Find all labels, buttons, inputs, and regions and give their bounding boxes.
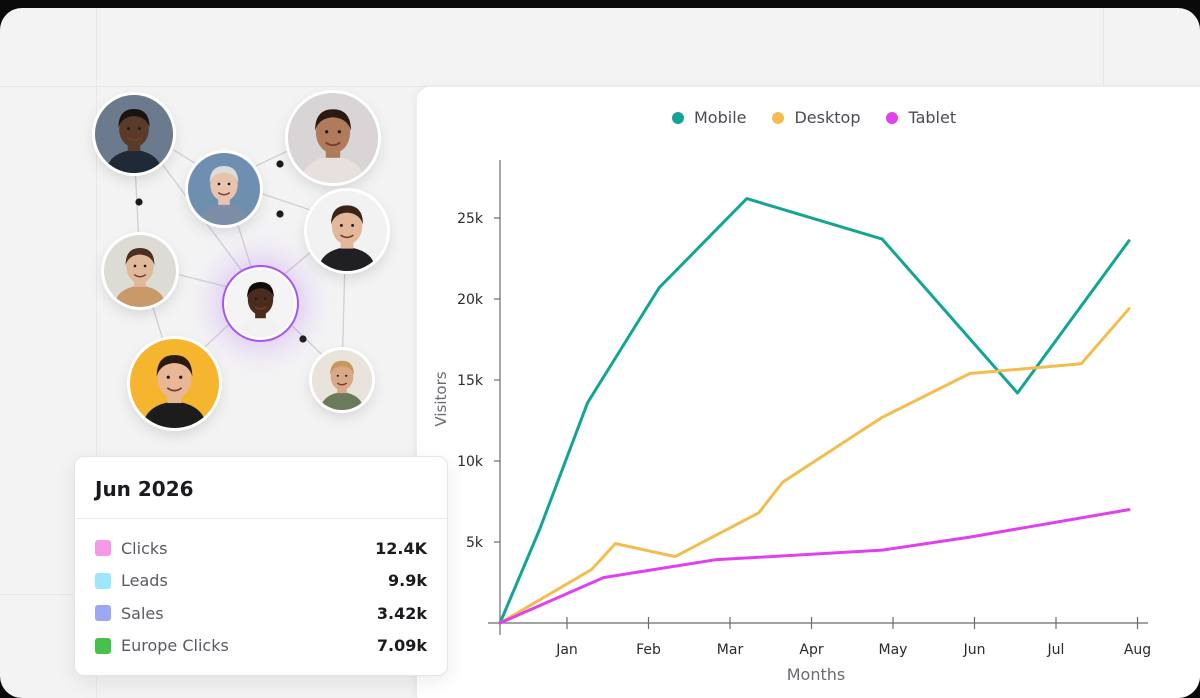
legend-label: Mobile xyxy=(694,108,747,127)
avatar-woman-curly[interactable] xyxy=(288,93,378,183)
legend-item-mobile[interactable]: Mobile xyxy=(672,108,746,127)
avatar-portrait-icon xyxy=(288,93,378,183)
stats-row[interactable]: Europe Clicks 7.09k xyxy=(75,630,447,663)
avatar-portrait-icon xyxy=(188,153,260,225)
legend-item-tablet[interactable]: Tablet xyxy=(886,108,956,127)
stats-period-title: Jun 2026 xyxy=(75,457,447,519)
x-tick-label: Jul xyxy=(1047,642,1065,658)
avatar-center-man[interactable] xyxy=(227,270,294,337)
stats-row-value: 3.42k xyxy=(376,603,427,623)
stats-swatch xyxy=(95,637,111,654)
avatar-portrait-icon xyxy=(312,350,372,410)
x-tick-label: Mar xyxy=(717,642,744,658)
dashboard-frame: Mobile Desktop Tablet 5k 10k 15k 20k 25k Jan F… xyxy=(0,8,1200,698)
y-axis-label: Visitors xyxy=(432,371,450,426)
avatar-portrait-icon xyxy=(227,270,294,337)
visitors-line-chart: 5k 10k 15k 20k 25k Jan Feb Mar Apr May Jun Jul Aug V… xyxy=(432,160,1151,684)
x-tick-label: Apr xyxy=(799,642,823,658)
stats-summary-card: Jun 2026 Clicks 12.4K Leads 9.9k Sales 3.42k E… xyxy=(74,456,448,676)
avatar-man-dark-suit[interactable] xyxy=(95,95,173,173)
stats-row[interactable]: Clicks 12.4K xyxy=(75,532,447,565)
avatar-portrait-icon xyxy=(95,95,173,173)
chart-legend: Mobile Desktop Tablet xyxy=(672,108,956,127)
series-line-tablet xyxy=(498,508,1131,625)
stats-row-label: Clicks xyxy=(121,538,168,558)
series-line-desktop xyxy=(498,307,1131,625)
x-axis-label: Months xyxy=(787,665,845,684)
avatar-man-glasses-yellow[interactable] xyxy=(130,339,219,428)
avatar-older-woman[interactable] xyxy=(188,153,260,225)
avatar-portrait-icon xyxy=(104,235,176,307)
background-gridline xyxy=(96,8,97,698)
x-tick-label: May xyxy=(879,642,908,658)
avatar-woman-short-hair[interactable] xyxy=(104,235,176,307)
stats-row-label: Sales xyxy=(121,603,164,623)
legend-label: Desktop xyxy=(794,108,861,127)
x-tick-label: Aug xyxy=(1124,642,1151,658)
y-tick-label: 20k xyxy=(457,292,484,308)
avatar-man-smiling[interactable] xyxy=(307,191,387,271)
stats-row-left: Clicks xyxy=(95,539,167,558)
x-tick-label: Feb xyxy=(636,642,661,658)
user-network xyxy=(0,8,420,458)
stats-row[interactable]: Sales 3.42k xyxy=(75,597,447,630)
legend-item-desktop[interactable]: Desktop xyxy=(772,108,860,127)
stats-row-left: Europe Clicks xyxy=(95,636,229,655)
stats-row-left: Leads xyxy=(95,571,168,590)
stats-row-value: 7.09k xyxy=(376,636,427,656)
avatar-portrait-icon xyxy=(307,191,387,271)
y-tick-label: 10k xyxy=(457,454,484,470)
legend-label: Tablet xyxy=(908,108,957,127)
legend-dot xyxy=(886,111,899,124)
stats-row[interactable]: Leads 9.9k xyxy=(75,565,447,598)
avatar-portrait-icon xyxy=(130,339,219,428)
series-line-mobile xyxy=(498,197,1131,625)
avatar-woman-blonde[interactable] xyxy=(312,350,372,410)
y-tick-label: 5k xyxy=(466,535,484,551)
stats-swatch xyxy=(95,605,111,622)
stats-swatch xyxy=(95,572,111,589)
stats-rows: Clicks 12.4K Leads 9.9k Sales 3.42k Europe Cli… xyxy=(75,519,447,662)
stats-swatch xyxy=(95,540,111,557)
stats-row-label: Leads xyxy=(121,571,168,591)
legend-dot xyxy=(672,111,684,124)
legend-dot xyxy=(772,111,785,124)
x-tick-label: Jan xyxy=(555,642,578,658)
y-tick-label: 15k xyxy=(457,373,484,389)
stats-row-label: Europe Clicks xyxy=(121,636,229,656)
stats-row-value: 12.4K xyxy=(375,538,427,558)
y-tick-label: 25k xyxy=(457,211,484,227)
x-tick-label: Jun xyxy=(963,642,986,658)
stats-row-value: 9.9k xyxy=(388,571,427,591)
stats-row-left: Sales xyxy=(95,604,164,623)
